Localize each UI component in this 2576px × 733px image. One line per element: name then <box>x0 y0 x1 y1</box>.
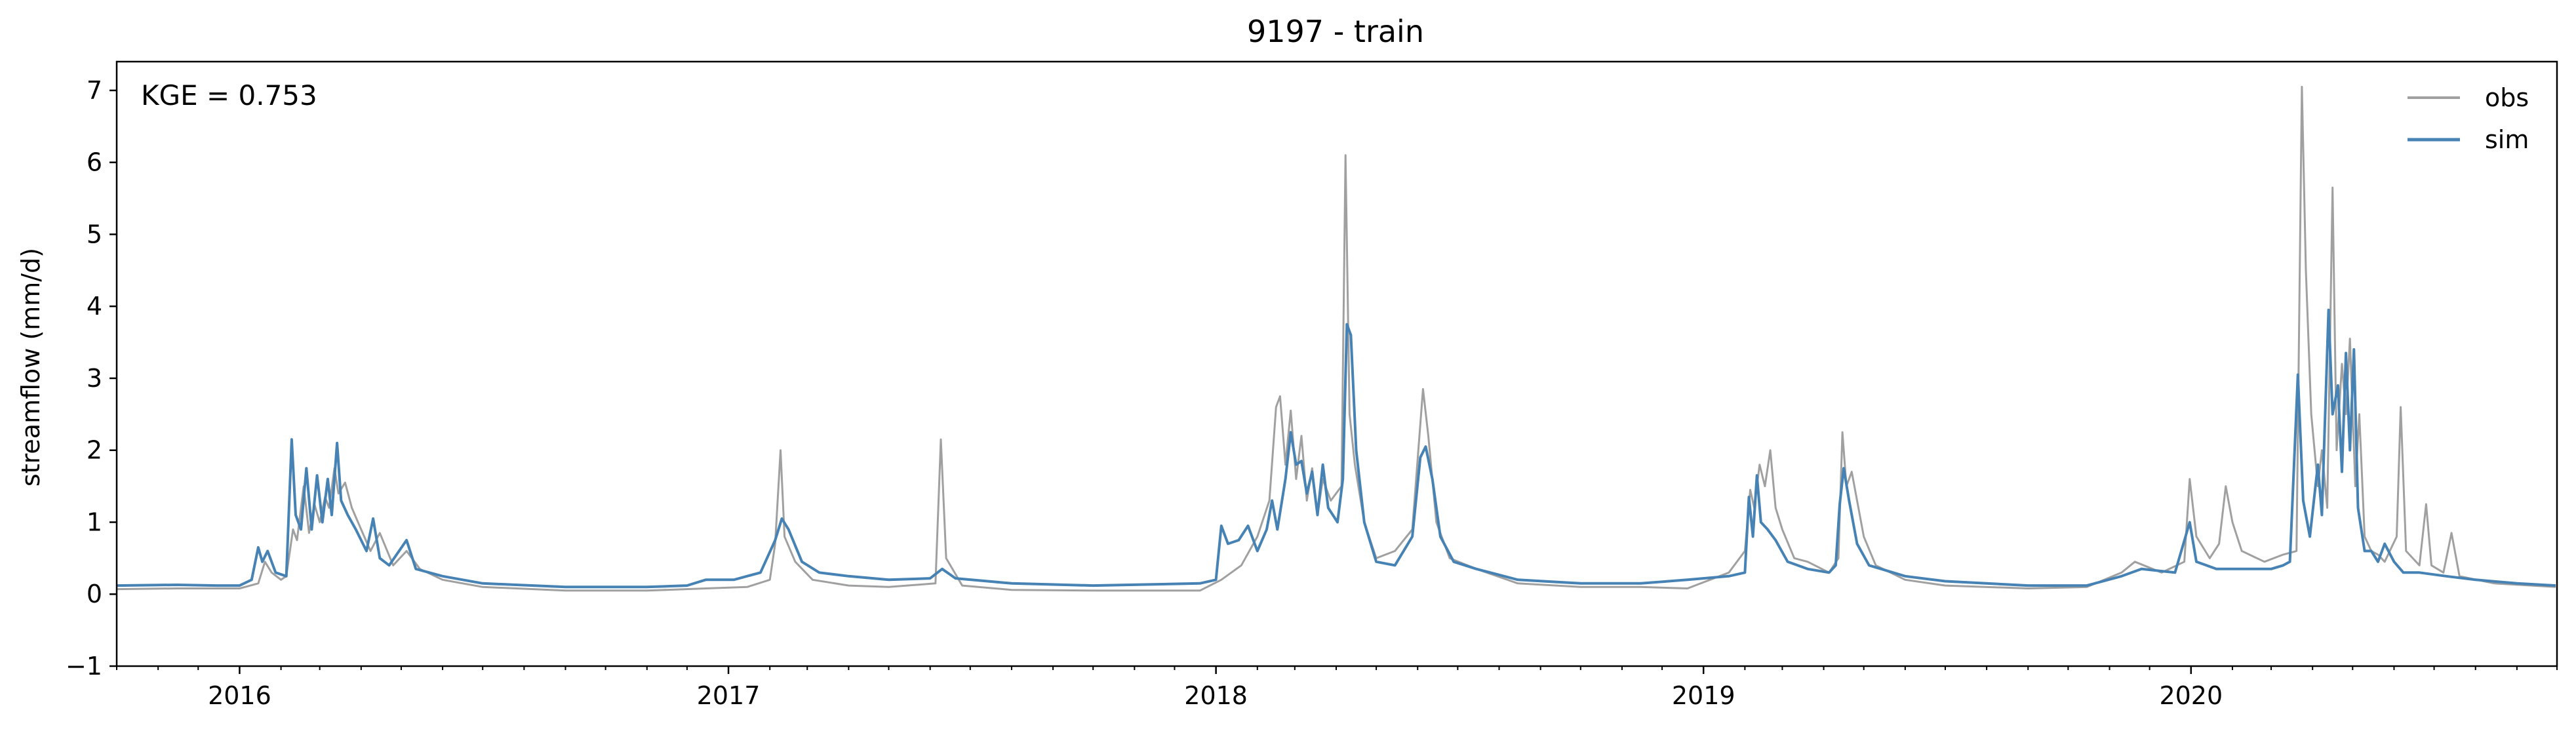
x-tick-label: 2017 <box>697 681 761 710</box>
y-axis-label: streamflow (mm/d) <box>16 248 45 486</box>
y-tick-label: 0 <box>87 580 102 608</box>
kge-annotation: KGE = 0.753 <box>141 79 317 111</box>
x-axis: 2016 2017 2018 2019 2020 <box>116 666 2558 710</box>
y-tick-label: 2 <box>87 436 102 465</box>
x-tick-label: 2020 <box>2159 681 2223 710</box>
legend-obs-label: obs <box>2485 83 2529 112</box>
legend: obs sim <box>2408 83 2529 154</box>
y-tick-label: 3 <box>87 364 102 393</box>
x-tick-label: 2018 <box>1184 681 1248 710</box>
plot-frame <box>115 60 2558 667</box>
legend-sim-label: sim <box>2485 125 2529 154</box>
y-axis: −1 0 1 2 3 4 5 6 7 <box>66 76 117 681</box>
y-tick-label: 6 <box>87 148 102 177</box>
y-tick-label: 7 <box>87 76 102 105</box>
x-tick-label: 2019 <box>1672 681 1735 710</box>
chart-title: 9197 - train <box>1247 14 1424 49</box>
y-tick-label: −1 <box>66 652 102 681</box>
x-tick-label: 2016 <box>208 681 271 710</box>
y-tick-label: 5 <box>87 220 102 248</box>
y-tick-label: 1 <box>87 507 102 536</box>
series-line-sim <box>116 308 2556 589</box>
series-lines <box>116 85 2556 592</box>
y-tick-label: 4 <box>87 292 102 321</box>
